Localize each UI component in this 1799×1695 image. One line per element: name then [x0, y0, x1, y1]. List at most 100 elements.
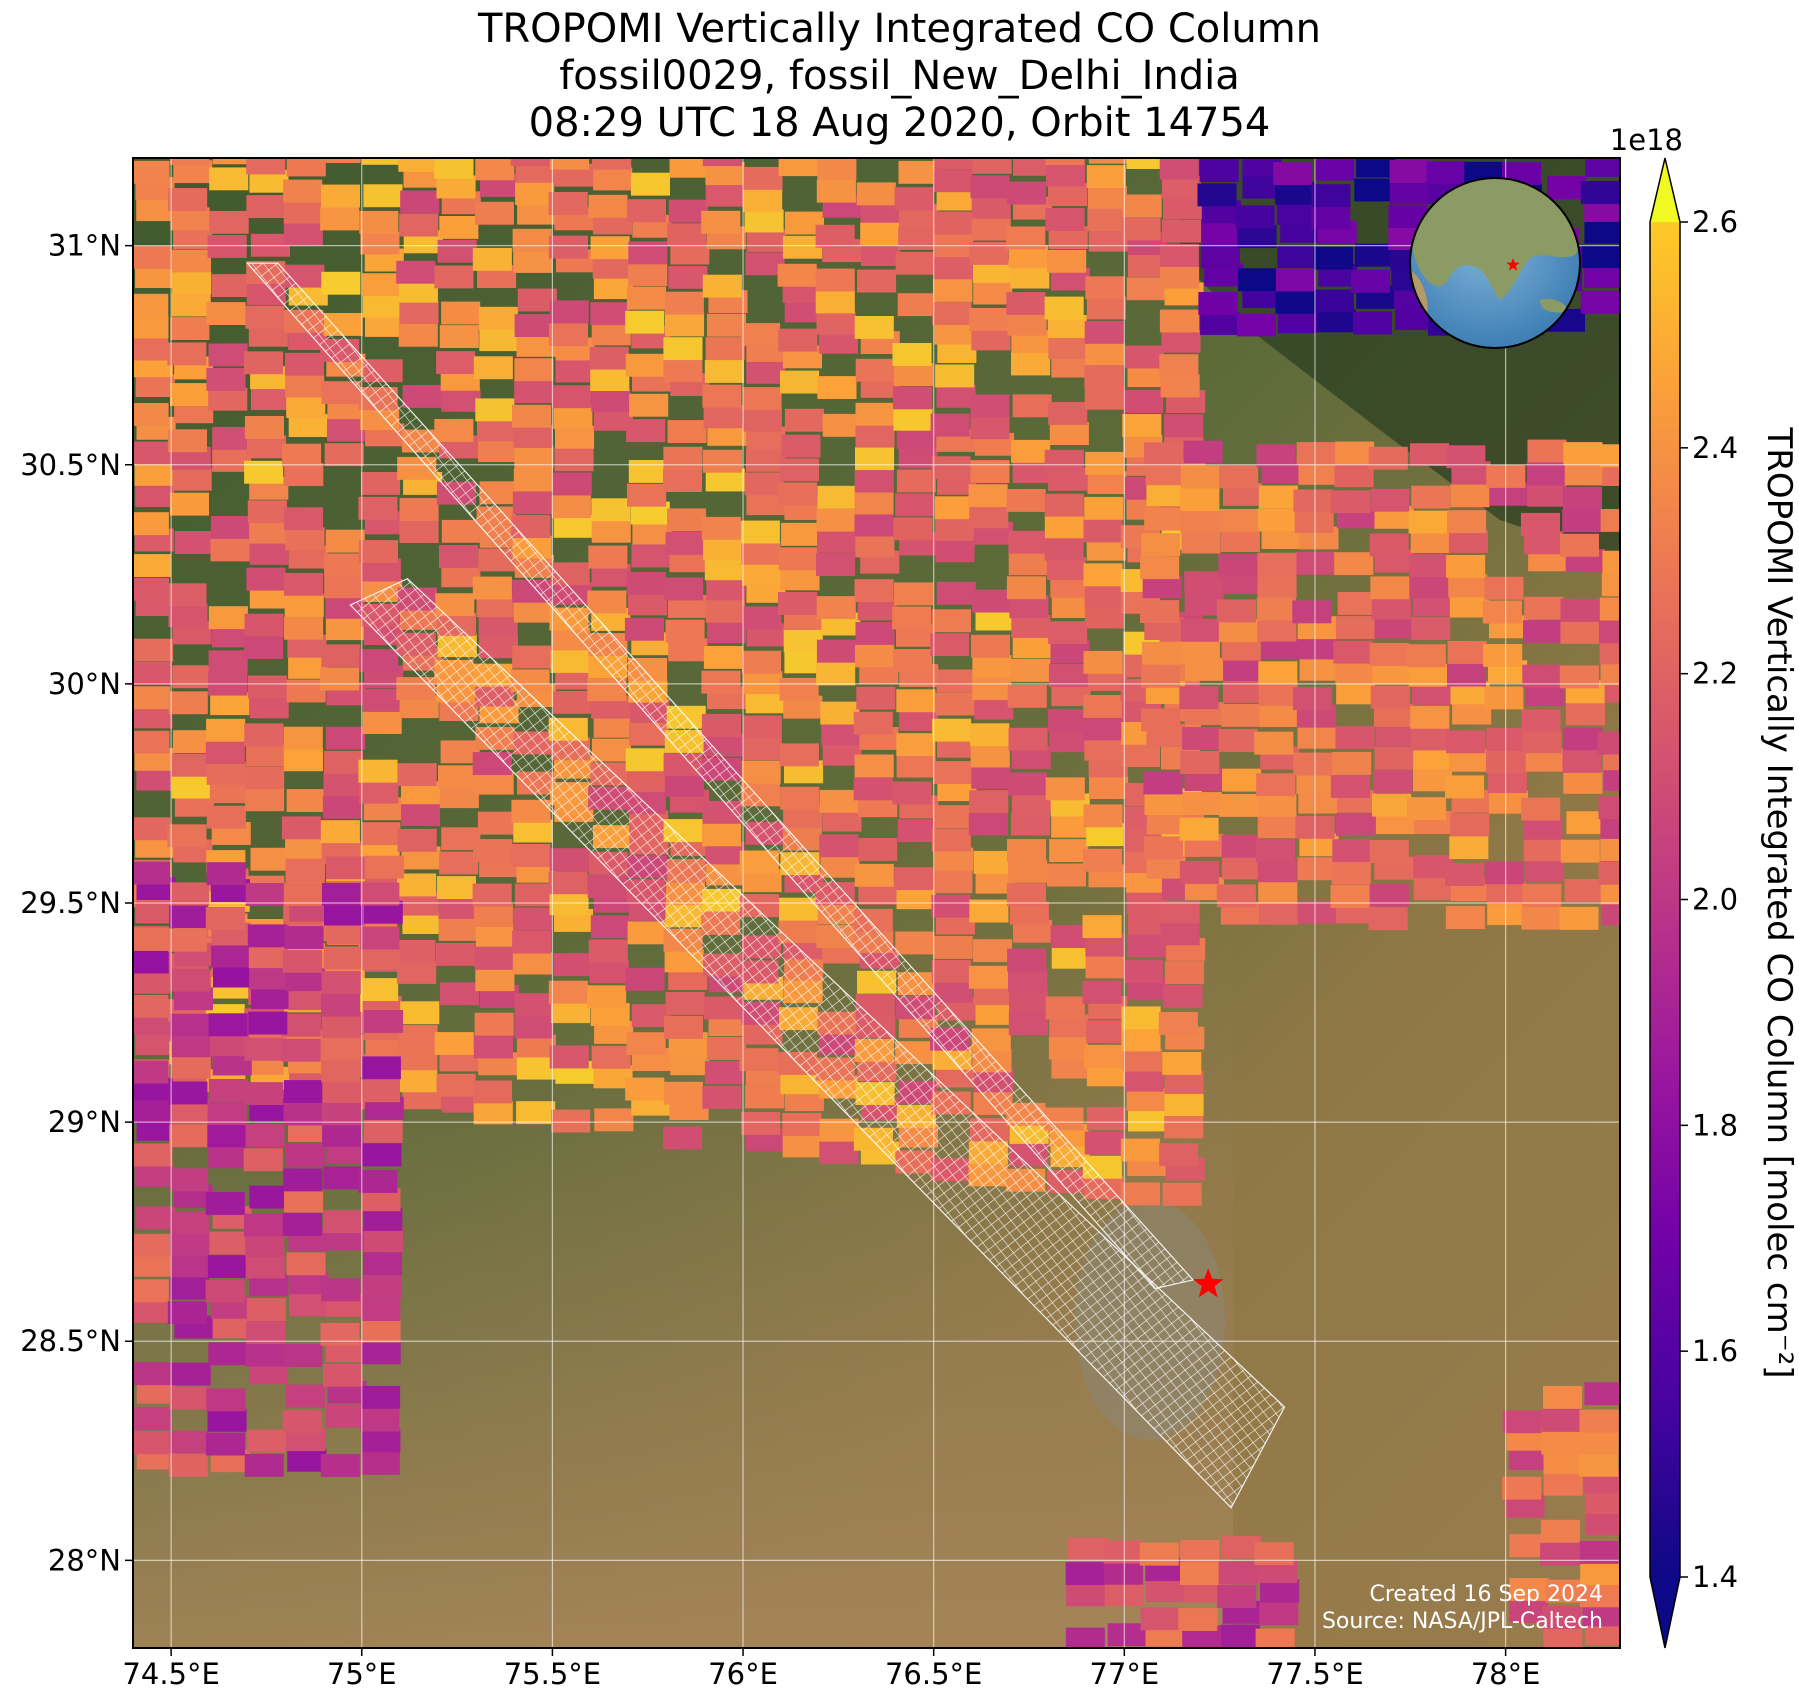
title-line-3: 08:29 UTC 18 Aug 2020, Orbit 14754	[528, 100, 1271, 146]
graticule	[133, 158, 1620, 1648]
co-cell	[1602, 550, 1620, 574]
co-cell	[135, 374, 175, 397]
co-cell	[1181, 618, 1221, 642]
co-cell	[288, 655, 328, 679]
x-tick-label: 77°E	[1089, 1657, 1159, 1691]
colorbar: 1.4 1.6 1.8 2.0 2.2 2.4 2.6 1e18 TROPOMI Verti…	[1610, 123, 1799, 1649]
co-cell	[701, 210, 741, 234]
co-cell	[133, 861, 170, 885]
co-cell	[1051, 683, 1091, 707]
co-cell	[399, 213, 439, 237]
co-cell	[626, 286, 666, 310]
co-cell	[1540, 1542, 1580, 1566]
co-cell	[169, 905, 209, 929]
co-cell	[971, 634, 1011, 658]
credit-source: Source: NASA/JPL-Caltech	[1322, 1609, 1603, 1634]
co-cell	[1140, 556, 1180, 580]
co-cell	[133, 817, 171, 841]
co-cell	[323, 1166, 363, 1190]
co-cell	[173, 987, 213, 1011]
co-cell	[853, 777, 893, 801]
co-cell	[206, 761, 246, 785]
co-cell	[514, 445, 554, 469]
co-cell	[512, 645, 552, 669]
co-cell	[358, 540, 398, 563]
co-cell	[1540, 1519, 1580, 1543]
co-cell	[934, 211, 974, 235]
co-cell	[821, 722, 861, 746]
co-cell	[1598, 796, 1620, 820]
co-cell	[1276, 201, 1316, 225]
co-cell	[133, 970, 171, 994]
co-cell	[1121, 1028, 1161, 1052]
co-cell	[591, 1045, 631, 1069]
co-cell	[360, 926, 400, 950]
co-cell	[1084, 365, 1124, 388]
swath-mesh	[349, 577, 1286, 1509]
co-cell	[321, 381, 361, 405]
co-cell	[363, 1252, 403, 1276]
co-cell	[1375, 723, 1415, 747]
co-cell	[133, 1279, 169, 1303]
co-cell	[249, 1361, 289, 1385]
co-cell	[1413, 768, 1453, 792]
co-cell	[670, 241, 710, 265]
co-cell	[973, 939, 1013, 963]
co-cell	[1006, 292, 1046, 315]
co-cell	[359, 780, 399, 804]
co-cell	[1254, 1542, 1294, 1566]
co-cell	[1162, 1182, 1202, 1206]
co-cell	[1598, 861, 1620, 885]
co-cell	[472, 1080, 512, 1104]
co-cell	[1506, 1427, 1546, 1451]
co-cell	[1604, 679, 1620, 703]
co-cell	[168, 1453, 208, 1477]
co-cell	[209, 1231, 249, 1255]
co-cell	[816, 662, 856, 686]
co-cell	[1600, 881, 1620, 905]
co-cell	[1484, 861, 1524, 885]
co-cell	[133, 730, 170, 754]
co-cell	[549, 1045, 589, 1069]
x-tick-label: 78°E	[1471, 1657, 1541, 1691]
co-cell	[856, 686, 896, 710]
target-swaths	[246, 262, 1286, 1509]
co-cell	[1445, 906, 1485, 929]
co-cell	[1524, 531, 1564, 555]
co-cell	[1389, 160, 1429, 183]
co-cell	[1083, 848, 1123, 872]
co-cell	[397, 828, 437, 852]
co-cell	[135, 1206, 175, 1230]
co-cell	[854, 579, 894, 603]
co-cell	[361, 947, 401, 971]
co-cell	[1006, 883, 1046, 906]
co-cell	[592, 255, 632, 279]
co-cell	[892, 343, 932, 366]
co-cell	[288, 545, 328, 569]
co-cell	[1372, 661, 1412, 685]
co-cell	[321, 1278, 361, 1302]
co-cell	[548, 323, 588, 347]
co-cell	[168, 691, 208, 715]
co-cell	[363, 900, 403, 924]
co-cell	[969, 242, 1009, 265]
co-cell	[894, 187, 934, 211]
co-cell	[1159, 158, 1199, 180]
co-cell	[743, 671, 783, 695]
co-cell	[516, 1101, 556, 1125]
co-cell	[1604, 768, 1620, 791]
co-cell	[283, 748, 323, 772]
co-cell	[552, 472, 592, 496]
co-cell	[170, 1232, 210, 1256]
co-cell	[855, 358, 895, 382]
co-cell	[321, 1059, 361, 1083]
co-cell	[286, 1428, 326, 1452]
co-cell	[167, 1301, 207, 1325]
co-cell	[1541, 1606, 1581, 1630]
co-cell	[282, 949, 322, 973]
co-cell	[1410, 530, 1450, 553]
co-cell	[136, 198, 176, 222]
co-cell	[1084, 320, 1124, 344]
co-cell	[400, 190, 440, 214]
co-cell	[1159, 1143, 1199, 1167]
